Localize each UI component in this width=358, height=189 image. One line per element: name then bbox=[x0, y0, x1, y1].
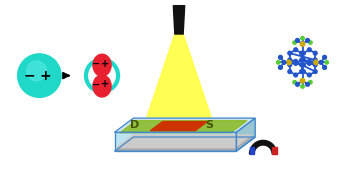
Ellipse shape bbox=[300, 70, 304, 74]
Ellipse shape bbox=[296, 82, 299, 86]
Ellipse shape bbox=[313, 63, 317, 67]
Polygon shape bbox=[115, 118, 255, 132]
Ellipse shape bbox=[300, 63, 304, 67]
Ellipse shape bbox=[288, 58, 292, 62]
Ellipse shape bbox=[300, 42, 305, 46]
Ellipse shape bbox=[93, 54, 111, 76]
Ellipse shape bbox=[313, 58, 317, 62]
Ellipse shape bbox=[308, 48, 311, 52]
Ellipse shape bbox=[93, 75, 111, 97]
Ellipse shape bbox=[301, 58, 305, 62]
Ellipse shape bbox=[309, 41, 312, 44]
Polygon shape bbox=[272, 147, 277, 154]
Polygon shape bbox=[236, 118, 255, 151]
Ellipse shape bbox=[288, 70, 292, 74]
Ellipse shape bbox=[18, 54, 61, 97]
Ellipse shape bbox=[301, 70, 305, 74]
Text: S: S bbox=[205, 120, 213, 130]
Ellipse shape bbox=[301, 85, 304, 88]
Ellipse shape bbox=[314, 60, 318, 65]
Ellipse shape bbox=[323, 66, 326, 69]
Ellipse shape bbox=[313, 70, 317, 74]
Ellipse shape bbox=[301, 36, 304, 40]
Ellipse shape bbox=[301, 51, 305, 55]
Polygon shape bbox=[115, 137, 255, 151]
Polygon shape bbox=[150, 122, 207, 131]
Text: −: − bbox=[92, 59, 101, 69]
Ellipse shape bbox=[27, 61, 46, 81]
Ellipse shape bbox=[325, 61, 328, 64]
Polygon shape bbox=[250, 140, 277, 154]
Ellipse shape bbox=[294, 60, 297, 63]
Text: −: − bbox=[92, 80, 101, 89]
Ellipse shape bbox=[279, 55, 282, 59]
Ellipse shape bbox=[323, 55, 326, 59]
Ellipse shape bbox=[308, 73, 311, 77]
Ellipse shape bbox=[279, 66, 282, 69]
Ellipse shape bbox=[313, 51, 317, 55]
Ellipse shape bbox=[300, 51, 304, 55]
Ellipse shape bbox=[279, 66, 282, 69]
Text: +: + bbox=[101, 80, 110, 89]
Ellipse shape bbox=[282, 60, 286, 64]
Ellipse shape bbox=[288, 51, 292, 55]
Polygon shape bbox=[116, 135, 252, 148]
Ellipse shape bbox=[306, 39, 309, 42]
Polygon shape bbox=[120, 121, 247, 133]
Ellipse shape bbox=[293, 81, 296, 84]
Ellipse shape bbox=[301, 63, 305, 67]
Ellipse shape bbox=[300, 58, 304, 62]
Polygon shape bbox=[115, 132, 236, 151]
Ellipse shape bbox=[287, 60, 291, 65]
Ellipse shape bbox=[277, 61, 280, 64]
Text: +: + bbox=[101, 59, 110, 69]
Ellipse shape bbox=[288, 63, 292, 67]
Ellipse shape bbox=[323, 56, 326, 59]
Ellipse shape bbox=[300, 78, 305, 83]
Ellipse shape bbox=[294, 48, 297, 52]
Polygon shape bbox=[147, 34, 211, 117]
Ellipse shape bbox=[308, 60, 311, 63]
Ellipse shape bbox=[306, 82, 309, 86]
Ellipse shape bbox=[279, 56, 282, 59]
Text: +: + bbox=[39, 69, 51, 83]
Ellipse shape bbox=[296, 39, 299, 42]
Polygon shape bbox=[116, 138, 252, 150]
Ellipse shape bbox=[294, 73, 297, 77]
Polygon shape bbox=[173, 6, 185, 34]
Ellipse shape bbox=[294, 61, 297, 65]
Ellipse shape bbox=[309, 81, 312, 84]
Ellipse shape bbox=[308, 61, 311, 65]
Ellipse shape bbox=[323, 66, 326, 69]
Ellipse shape bbox=[319, 60, 323, 64]
Polygon shape bbox=[250, 147, 254, 154]
Text: −: − bbox=[23, 69, 35, 83]
Ellipse shape bbox=[293, 41, 296, 44]
Text: D: D bbox=[130, 120, 139, 130]
